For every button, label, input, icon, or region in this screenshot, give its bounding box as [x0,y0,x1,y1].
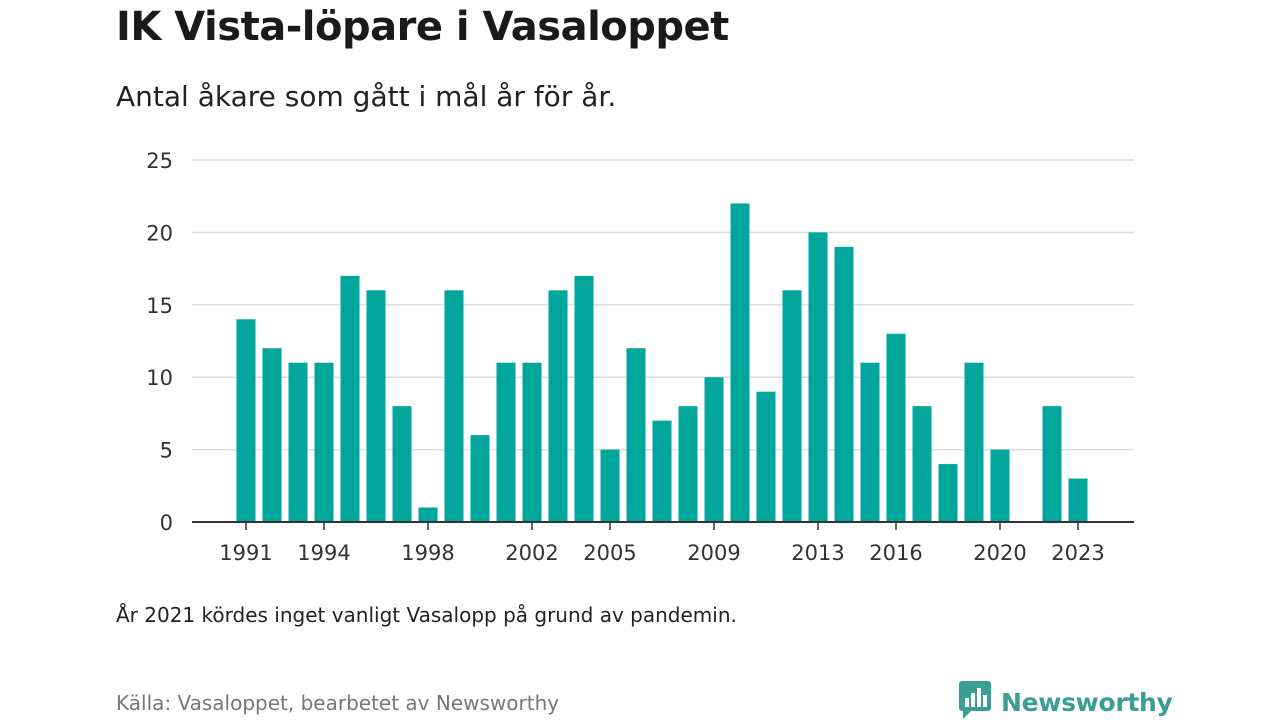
bar-1999 [444,290,464,522]
bar-2015 [860,362,880,522]
axes: 0 5 10 15 20 25 1991 1994 1998 2002 2005 2009 2013 20… [146,149,1134,565]
bar-1992 [262,348,282,522]
brand-logo: Newsworthy [958,680,1173,724]
bar-2000 [470,435,490,522]
bar-1994 [314,362,334,522]
x-tick-label: 1991 [219,541,272,565]
bar-2009 [704,377,724,522]
x-tick-label: 2016 [869,541,922,565]
source-text: Källa: Vasaloppet, bearbetet av Newswort… [116,691,560,715]
bar-1998 [418,507,438,522]
x-tick-label: 2023 [1051,541,1104,565]
bar-2004 [574,275,594,522]
x-tick-label: 2009 [687,541,740,565]
x-tick-label: 1994 [297,541,350,565]
bar-2023 [1068,478,1088,522]
newsworthy-logo-icon [958,680,992,724]
bar-1995 [340,275,360,522]
footnote: År 2021 kördes inget vanligt Vasalopp på… [116,603,737,627]
y-tick-label: 15 [146,294,173,318]
chart-subtitle: Antal åkare som gått i mål år för år. [116,80,617,113]
bar-2019 [964,362,984,522]
y-tick-label: 25 [146,149,173,173]
bar-2007 [652,420,672,522]
y-tick-label: 0 [160,511,173,535]
y-tick-label: 10 [146,366,173,390]
bar-2001 [496,362,516,522]
bar-2003 [548,290,568,522]
bar-2008 [678,406,698,522]
bar-2005 [600,449,620,522]
x-tick-label: 1998 [401,541,454,565]
x-tick-label: 2020 [973,541,1026,565]
bar-2006 [626,348,646,522]
bar-1991 [236,319,256,522]
x-tick-label: 2002 [505,541,558,565]
bar-2011 [756,391,776,522]
brand-name: Newsworthy [1001,687,1173,717]
bar-2010 [730,203,750,522]
bar-2013 [808,232,828,522]
bar-2018 [938,464,958,522]
x-tick-label: 2005 [583,541,636,565]
bar-2020 [990,449,1010,522]
bar-1996 [366,290,386,522]
bar-1993 [288,362,308,522]
y-tick-label: 20 [146,221,173,245]
bar-2016 [886,333,906,522]
bar-chart: 0 5 10 15 20 25 1991 1994 1998 2002 2005 2009 2013 20… [146,149,1134,565]
bar-2014 [834,246,854,522]
y-tick-label: 5 [160,439,173,463]
bar-2017 [912,406,932,522]
bar-2012 [782,290,802,522]
chart-title: IK Vista-löpare i Vasaloppet [116,4,729,50]
bar-2022 [1042,406,1062,522]
x-tick-label: 2013 [791,541,844,565]
bar-1997 [392,406,412,522]
bar-2002 [522,362,542,522]
bars [236,203,1088,522]
